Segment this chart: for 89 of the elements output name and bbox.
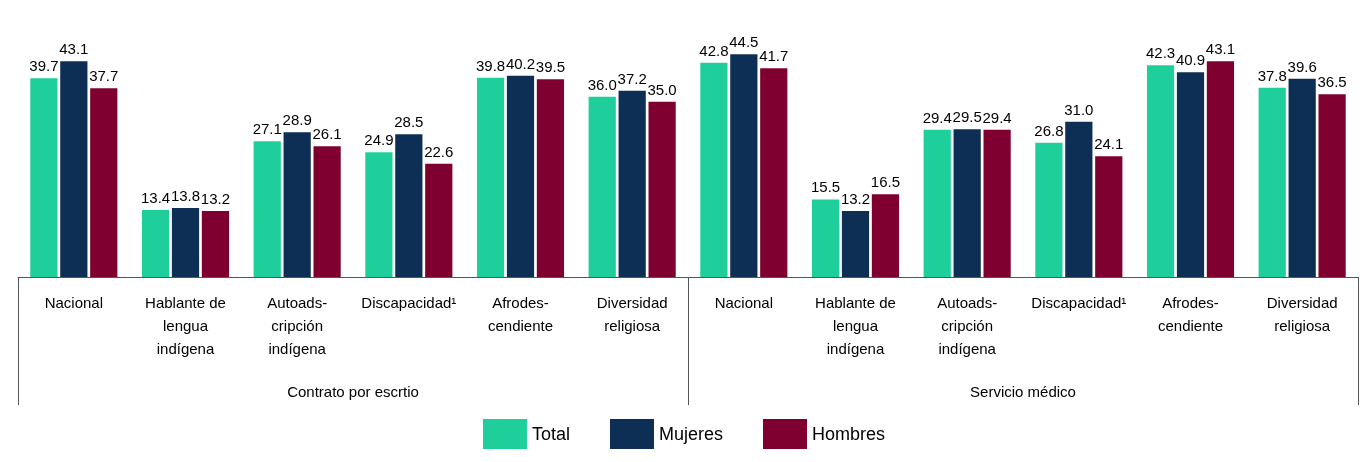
data-label: 29.4 [982,108,1012,126]
data-label: 41.7 [759,47,789,65]
x-tick-label: Diversidad religiosa [1266,294,1338,334]
data-label: 37.8 [1257,66,1287,84]
bar [365,152,393,277]
bar [953,129,981,277]
data-label: 39.5 [535,58,566,76]
bar [1065,121,1093,277]
data-label: 16.5 [870,173,901,191]
bar [1258,87,1286,277]
bar [60,61,88,277]
bar [201,210,230,277]
x-tick-label: Discapacidad¹ [361,294,457,311]
bar [923,129,951,277]
data-label: 36.0 [587,75,617,93]
data-label: 44.5 [729,33,759,51]
bar [395,134,423,277]
bar [1206,61,1235,277]
data-label: 42.8 [699,41,729,59]
x-tick-label: Autoads- cripción indígena [937,294,998,357]
bar [648,101,676,277]
data-label: 13.4 [140,188,171,206]
bar [588,96,616,277]
x-tick-label: Discapacidad¹ [1031,294,1127,311]
data-label: 36.5 [1317,73,1347,91]
data-label: 39.7 [29,57,59,75]
bar [253,141,281,277]
data-label: 40.2 [505,54,536,72]
data-label: 31.0 [1064,100,1094,118]
data-label: 40.9 [1175,51,1206,69]
bar [1288,78,1316,277]
bar [283,132,311,277]
data-label: 43.1 [1205,40,1236,58]
data-label: 13.2 [840,189,871,207]
bar [700,62,728,277]
bar [141,209,170,277]
data-label: 35.0 [647,80,677,98]
x-tick-label: Hablante de lengua indígena [145,294,226,357]
data-label: 28.5 [394,113,424,131]
bar [760,68,788,277]
bar [1176,72,1205,277]
data-label: 24.9 [364,131,394,149]
bar [618,90,646,277]
bar [730,54,758,277]
data-label: 37.7 [89,67,119,85]
bar [841,210,870,277]
x-tick-label: Afrodes- cendiente [1157,294,1224,334]
x-tick-label: Hablante de lengua indígena [815,294,896,357]
bar [536,79,565,277]
bar [171,207,200,277]
data-label: 22.6 [424,142,454,160]
text: Contrato por escrtio [287,383,419,400]
x-tick-label: Diversidad religiosa [596,294,668,334]
data-label: 39.6 [1287,57,1317,75]
bar [90,88,118,277]
bar [313,146,341,277]
bar [30,78,58,277]
legend-label: Hombres [812,424,886,444]
x-tick-label: Nacional [714,294,774,311]
text: Servicio médico [970,383,1076,400]
data-label: 42.3 [1145,44,1176,62]
data-label: 15.5 [810,178,841,196]
legend-label: Mujeres [658,424,724,444]
bar [425,163,453,277]
data-label: 24.1 [1094,135,1124,153]
data-label: 29.5 [952,108,982,126]
bar [1318,94,1346,277]
bar [1035,142,1063,277]
data-label: 43.1 [59,40,89,58]
data-label: 39.8 [475,56,506,74]
data-label: 26.1 [312,125,342,143]
legend-label: Total [531,424,570,444]
bar [811,199,840,277]
data-label: 37.2 [617,69,647,87]
data-label: 13.2 [200,189,231,207]
data-label: 29.4 [922,108,952,126]
bar [1146,65,1175,277]
data-label: 26.8 [1034,121,1064,139]
x-tick-label: Nacional [44,294,104,311]
bar [506,75,535,277]
bar [476,77,505,277]
bar [871,194,900,277]
data-label: 27.1 [252,120,282,138]
x-tick-label: Autoads- cripción indígena [267,294,328,357]
data-label: 13.8 [170,186,201,204]
x-tick-label: Afrodes- cendiente [487,294,554,334]
data-label: 28.9 [282,111,312,129]
bar [1095,156,1123,277]
bar [983,129,1011,277]
